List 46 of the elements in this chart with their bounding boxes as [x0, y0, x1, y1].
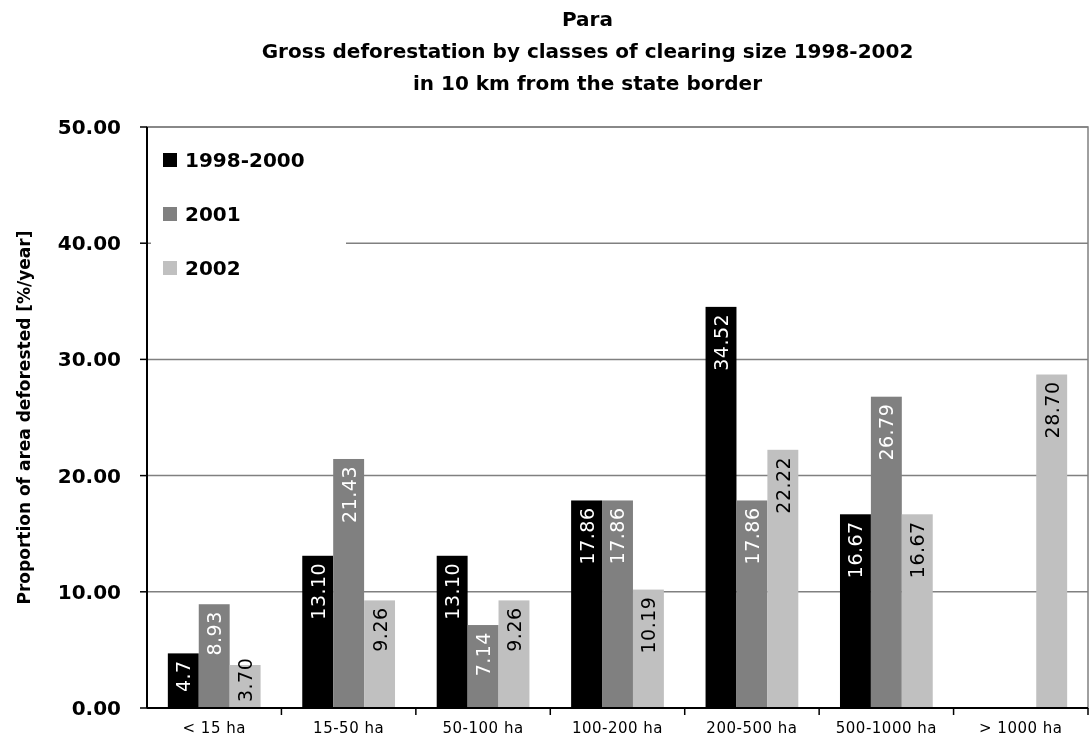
data-label: 26.79	[875, 403, 898, 461]
y-tick-label: 50.00	[57, 115, 121, 139]
data-label: 16.67	[906, 521, 929, 579]
data-label: 13.10	[306, 562, 329, 620]
y-tick-label: 40.00	[57, 231, 121, 256]
x-tick-label: 200-500 ha	[706, 719, 798, 737]
data-label: 21.43	[337, 465, 360, 523]
data-label: 3.70	[234, 657, 257, 702]
bar	[767, 449, 799, 708]
bar	[602, 500, 633, 708]
x-tick-label: > 1000 ha	[979, 719, 1063, 737]
data-label: 4.7	[172, 660, 195, 693]
data-label: 8.93	[203, 611, 226, 656]
bar	[632, 589, 664, 708]
bar	[364, 600, 396, 708]
y-tick-label: 0.00	[71, 696, 121, 720]
data-label: 10.19	[637, 596, 660, 654]
bar	[736, 500, 768, 708]
data-label: 17.86	[740, 507, 763, 565]
data-label: 7.14	[472, 632, 495, 677]
y-tick-label: 10.00	[57, 579, 121, 604]
y-axis-title: Proportion of area deforested [%/year]	[14, 230, 34, 605]
x-tick-label: 100-200 ha	[571, 719, 664, 737]
y-tick-label: 20.00	[57, 463, 121, 488]
y-tick-label: 30.00	[57, 347, 121, 372]
data-label: 22.22	[771, 456, 794, 514]
data-label: 34.52	[710, 313, 733, 371]
legend-label: 2002	[185, 256, 241, 280]
legend-label: 1998-2000	[185, 148, 305, 172]
data-label: 17.86	[575, 507, 598, 565]
legend-label: 2001	[185, 202, 241, 226]
x-tick-label: < 15 ha	[182, 719, 246, 737]
data-label: 16.67	[844, 521, 867, 579]
bar	[1036, 374, 1068, 708]
x-tick-label: 500-1000 ha	[835, 719, 937, 737]
data-label: 9.26	[368, 607, 391, 652]
bar	[467, 625, 499, 708]
x-tick-label: 50-100 ha	[442, 719, 524, 737]
data-label: 17.86	[606, 507, 629, 565]
data-label: 28.70	[1040, 381, 1063, 439]
data-label: 9.26	[502, 607, 525, 652]
data-label: 13.10	[441, 562, 464, 620]
chart-title: Para Gross deforestation by classes of clearing size 1998-2002 in 10 km from the state border	[261, 7, 914, 95]
x-tick-label: 15-50 ha	[313, 719, 385, 737]
bar	[901, 514, 933, 708]
bar	[198, 604, 230, 708]
